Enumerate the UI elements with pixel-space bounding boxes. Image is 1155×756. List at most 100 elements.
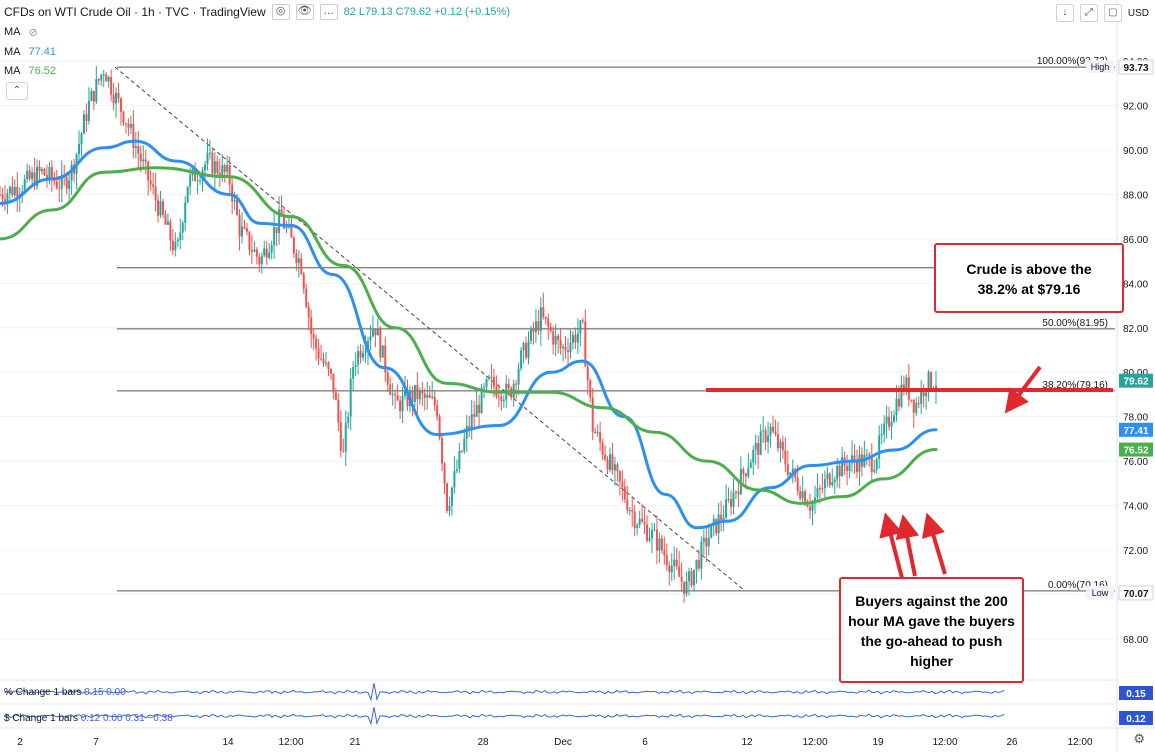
candle-body bbox=[80, 133, 83, 144]
time-tick-label: Dec bbox=[554, 737, 572, 748]
pct-change-legend[interactable]: % Change 1 bars 0.15 0.00 bbox=[4, 687, 126, 698]
candle-body bbox=[779, 441, 782, 449]
candle-body bbox=[818, 488, 821, 490]
candle-body bbox=[31, 172, 34, 179]
candle-body bbox=[394, 394, 397, 396]
ma-legend-slow[interactable]: MA 76.52 bbox=[4, 65, 56, 77]
candle-body bbox=[742, 468, 745, 474]
candle-body bbox=[653, 529, 656, 531]
candle-body bbox=[883, 423, 886, 435]
candle-body bbox=[265, 248, 268, 258]
candle-body bbox=[223, 165, 226, 172]
candle-body bbox=[342, 450, 345, 452]
candle-body bbox=[283, 216, 286, 229]
price-tick-label: 82.00 bbox=[1123, 324, 1148, 335]
time-tick-label: 6 bbox=[642, 737, 648, 748]
candle-body bbox=[347, 416, 350, 423]
candle-body bbox=[300, 258, 303, 274]
fib-label: 100.00%(93.73) bbox=[1037, 56, 1108, 67]
dollar-change-line bbox=[4, 707, 1005, 726]
candle-body bbox=[255, 249, 258, 257]
candle-body bbox=[574, 335, 577, 343]
candle-body bbox=[436, 405, 439, 417]
candle-body bbox=[50, 167, 53, 179]
candle-body bbox=[851, 455, 854, 464]
candle-body bbox=[302, 273, 305, 289]
candle-body bbox=[725, 499, 728, 518]
candle-body bbox=[717, 514, 720, 534]
candle-body bbox=[539, 307, 542, 331]
candle-body bbox=[280, 209, 283, 217]
hide-icon[interactable]: ◎ bbox=[271, 4, 290, 20]
candle-body bbox=[203, 164, 206, 171]
time-axis[interactable]: 2 7 14 12:00 21 28 Dec 6 12 12:00 19 12:00 26 12:00 bbox=[0, 727, 1155, 748]
dollar-change-values: 0.12 0.00 0.31 −0.38 bbox=[80, 713, 173, 724]
candle-body bbox=[831, 482, 834, 486]
candle-body bbox=[529, 328, 532, 342]
candle-body bbox=[455, 469, 458, 472]
currency-label[interactable]: USD bbox=[1127, 7, 1149, 19]
candle-body bbox=[1, 194, 4, 200]
candle-body bbox=[650, 530, 653, 539]
candle-body bbox=[157, 200, 160, 216]
candle-body bbox=[33, 172, 36, 187]
candle-body bbox=[838, 465, 841, 477]
collapse-legend-button[interactable]: ⌃ bbox=[6, 82, 28, 100]
price-tick-label: 86.00 bbox=[1123, 235, 1148, 246]
eye-icon[interactable]: 👁 bbox=[295, 4, 314, 20]
candle-body bbox=[554, 335, 557, 345]
price-tag-ma_fast: 77.41 bbox=[1123, 426, 1148, 437]
candle-body bbox=[189, 174, 192, 187]
annotation-arrow bbox=[879, 512, 904, 579]
dollar-change-label: $ Change 1 bars bbox=[4, 713, 78, 724]
more-icon[interactable]: … bbox=[319, 4, 338, 20]
arrow-down-icon[interactable]: ↓ bbox=[1055, 4, 1074, 22]
fib-label: 0.00%(70.16) bbox=[1048, 580, 1108, 591]
candle-body bbox=[199, 180, 202, 182]
maximize-icon[interactable]: ⤢ bbox=[1079, 4, 1098, 22]
candle-body bbox=[194, 168, 197, 182]
high-tag: High bbox=[1091, 62, 1110, 72]
candle-body bbox=[352, 367, 355, 379]
ma-legend-fast[interactable]: MA 77.41 bbox=[4, 46, 56, 58]
candle-body bbox=[164, 214, 167, 225]
candle-body bbox=[58, 187, 61, 189]
candle-body bbox=[502, 399, 505, 402]
candle-body bbox=[161, 201, 164, 215]
candle-body bbox=[804, 491, 807, 505]
ma-hidden-icon[interactable]: ⊘ bbox=[28, 27, 38, 39]
settings-gear-icon[interactable]: ⚙ bbox=[1133, 731, 1145, 746]
candle-body bbox=[525, 342, 528, 358]
time-tick-label: 12:00 bbox=[1067, 737, 1092, 748]
candle-body bbox=[465, 425, 468, 439]
candle-body bbox=[848, 463, 851, 472]
price-tick-label: 84.00 bbox=[1123, 279, 1148, 290]
candle-body bbox=[586, 366, 589, 381]
ma-slow-value: 76.52 bbox=[28, 65, 57, 77]
restore-icon[interactable]: ▢ bbox=[1103, 4, 1122, 22]
ma-legend-hidden[interactable]: MA ⊘ bbox=[4, 26, 38, 39]
candle-body bbox=[124, 123, 127, 125]
candle-body bbox=[470, 414, 473, 429]
candle-body bbox=[865, 454, 868, 456]
candle-body bbox=[680, 576, 683, 582]
time-tick-label: 12:00 bbox=[278, 737, 303, 748]
pct-change-tag-box bbox=[1119, 686, 1153, 700]
candle-body bbox=[6, 193, 9, 202]
candle-body bbox=[487, 376, 490, 379]
candle-body bbox=[537, 321, 540, 331]
price-tick-label: 72.00 bbox=[1123, 546, 1148, 557]
candle-body bbox=[552, 331, 555, 345]
candle-body bbox=[36, 166, 39, 187]
candle-body bbox=[26, 170, 29, 180]
candle-body bbox=[231, 184, 234, 202]
candle-body bbox=[786, 464, 789, 475]
candle-body bbox=[354, 364, 357, 368]
candle-body bbox=[688, 571, 691, 582]
candle-body bbox=[248, 231, 251, 250]
candle-body bbox=[142, 159, 145, 162]
candle-body bbox=[144, 159, 147, 162]
price-axis[interactable]: 94.0092.0090.0088.0086.0084.0082.0080.00… bbox=[1086, 0, 1154, 751]
dollar-change-legend[interactable]: $ Change 1 bars 0.12 0.00 0.31 −0.38 bbox=[4, 713, 173, 724]
trendline[interactable] bbox=[114, 66, 746, 592]
